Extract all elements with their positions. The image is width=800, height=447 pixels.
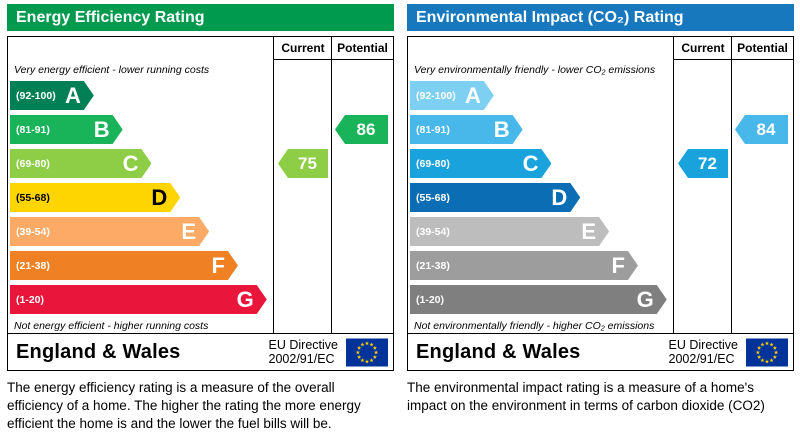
panel-environmental-impact: Environmental Impact (CO₂) Rating Curren… xyxy=(407,4,794,432)
band-letter: F xyxy=(611,252,625,278)
potential-rating-arrow: 84 xyxy=(735,115,788,144)
potential-column-header: Potential xyxy=(332,37,393,60)
band-bar-A: (92-100) A xyxy=(410,81,494,110)
column-header-spacer xyxy=(8,37,274,60)
band-row-G: (1-20) G xyxy=(410,283,672,317)
band-letter: G xyxy=(636,286,654,312)
band-row-C: (69-80) C xyxy=(10,147,272,181)
band-row-B: (81-91) B xyxy=(10,113,272,147)
rating-bands: (92-100) A (81-91) B (69-80) C (55-68) D (39-54)… xyxy=(10,79,272,317)
band-range-label: (39-54) xyxy=(16,225,50,238)
band-row-A: (92-100) A xyxy=(410,79,672,113)
current-rating-arrow: 75 xyxy=(278,149,328,178)
environment-description: The environmental impact rating is a mea… xyxy=(407,380,765,413)
chart-footer: England & Wales EU Directive 2002/91/EC xyxy=(7,333,394,371)
band-letter: B xyxy=(493,116,510,142)
band-letter: E xyxy=(581,218,597,244)
current-rating-arrow: 72 xyxy=(678,149,728,178)
chart-footer: England & Wales EU Directive 2002/91/EC xyxy=(407,333,794,371)
eu-flag-icon xyxy=(346,338,388,366)
band-range-label: (55-68) xyxy=(16,191,50,204)
top-note: Very environmentally friendly - lower CO… xyxy=(414,64,656,76)
band-bar-B: (81-91) B xyxy=(410,115,523,144)
band-row-F: (21-38) F xyxy=(10,249,272,283)
band-row-E: (39-54) E xyxy=(410,215,672,249)
current-column-header: Current xyxy=(274,37,332,60)
band-bar-F: (21-38) F xyxy=(410,251,638,280)
current-column-header: Current xyxy=(674,37,732,60)
band-range-label: (81-91) xyxy=(16,123,50,136)
panel-energy-efficiency: Energy Efficiency Rating Current Potenti… xyxy=(7,4,394,432)
band-row-G: (1-20) G xyxy=(10,283,272,317)
potential-column-header: Potential xyxy=(732,37,793,60)
band-row-D: (55-68) D xyxy=(10,181,272,215)
band-bar-D: (55-68) D xyxy=(410,183,580,212)
band-letter: A xyxy=(64,82,81,108)
band-bar-A: (92-100) A xyxy=(10,81,94,110)
band-range-label: (92-100) xyxy=(416,89,456,102)
top-note: Very energy efficient - lower running co… xyxy=(14,64,210,76)
band-row-D: (55-68) D xyxy=(410,181,672,215)
current-column-divider xyxy=(673,37,674,333)
band-letter: C xyxy=(122,150,139,176)
energy-rating-chart: Current Potential Very energy efficient … xyxy=(7,36,394,334)
potential-column-divider xyxy=(331,37,332,333)
band-letter: G xyxy=(236,286,254,312)
band-range-label: (39-54) xyxy=(416,225,450,238)
band-row-C: (69-80) C xyxy=(410,147,672,181)
band-range-label: (21-38) xyxy=(416,259,450,272)
band-letter: C xyxy=(522,150,539,176)
band-bar-C: (69-80) C xyxy=(10,149,151,178)
column-headers: Current Potential xyxy=(8,37,393,60)
band-bar-G: (1-20) G xyxy=(10,285,267,314)
band-range-label: (81-91) xyxy=(416,123,450,136)
bottom-note: Not energy efficient - higher running co… xyxy=(14,320,209,332)
band-range-label: (55-68) xyxy=(416,191,450,204)
band-bar-C: (69-80) C xyxy=(410,149,551,178)
potential-column-divider xyxy=(731,37,732,333)
band-bar-E: (39-54) E xyxy=(10,217,209,246)
band-row-A: (92-100) A xyxy=(10,79,272,113)
eu-directive-line2: 2002/91/EC xyxy=(668,352,735,366)
eu-directive-line2: 2002/91/EC xyxy=(268,352,335,366)
band-range-label: (1-20) xyxy=(416,293,445,306)
column-header-spacer xyxy=(408,37,674,60)
eu-directive-label: EU Directive 2002/91/EC xyxy=(669,338,738,367)
eu-directive-label: EU Directive 2002/91/EC xyxy=(269,338,338,367)
current-column-divider xyxy=(273,37,274,333)
potential-rating-arrow: 86 xyxy=(335,115,388,144)
band-range-label: (69-80) xyxy=(416,157,450,170)
band-letter: E xyxy=(181,218,197,244)
column-headers: Current Potential xyxy=(408,37,793,60)
band-bar-B: (81-91) B xyxy=(10,115,123,144)
energy-panel-title: Energy Efficiency Rating xyxy=(7,4,394,31)
co2-rating-chart: Current Potential Very environmentally f… xyxy=(407,36,794,334)
band-bar-G: (1-20) G xyxy=(410,285,667,314)
band-range-label: (69-80) xyxy=(16,157,50,170)
band-range-label: (21-38) xyxy=(16,259,50,272)
band-letter: D xyxy=(151,184,168,210)
eu-directive-line1: EU Directive xyxy=(268,337,338,352)
band-row-F: (21-38) F xyxy=(410,249,672,283)
band-letter: B xyxy=(93,116,110,142)
eu-directive-line1: EU Directive xyxy=(668,337,738,352)
region-label: England & Wales xyxy=(416,340,581,363)
band-bar-E: (39-54) E xyxy=(410,217,609,246)
band-letter: D xyxy=(551,184,568,210)
band-bar-F: (21-38) F xyxy=(10,251,238,280)
band-letter: F xyxy=(211,252,225,278)
band-range-label: (92-100) xyxy=(16,89,56,102)
band-letter: A xyxy=(464,82,481,108)
environment-panel-title: Environmental Impact (CO₂) Rating xyxy=(407,4,794,31)
band-row-E: (39-54) E xyxy=(10,215,272,249)
band-range-label: (1-20) xyxy=(16,293,45,306)
epc-ratings-page: Energy Efficiency Rating Current Potenti… xyxy=(7,4,794,432)
band-row-B: (81-91) B xyxy=(410,113,672,147)
energy-description: The energy efficiency rating is a measur… xyxy=(7,380,361,431)
region-label: England & Wales xyxy=(16,340,181,363)
eu-flag-icon xyxy=(746,338,788,366)
rating-bands: (92-100) A (81-91) B (69-80) C (55-68) D (39-54)… xyxy=(410,79,672,317)
bottom-note: Not environmentally friendly - higher CO… xyxy=(414,320,655,332)
band-bar-D: (55-68) D xyxy=(10,183,180,212)
